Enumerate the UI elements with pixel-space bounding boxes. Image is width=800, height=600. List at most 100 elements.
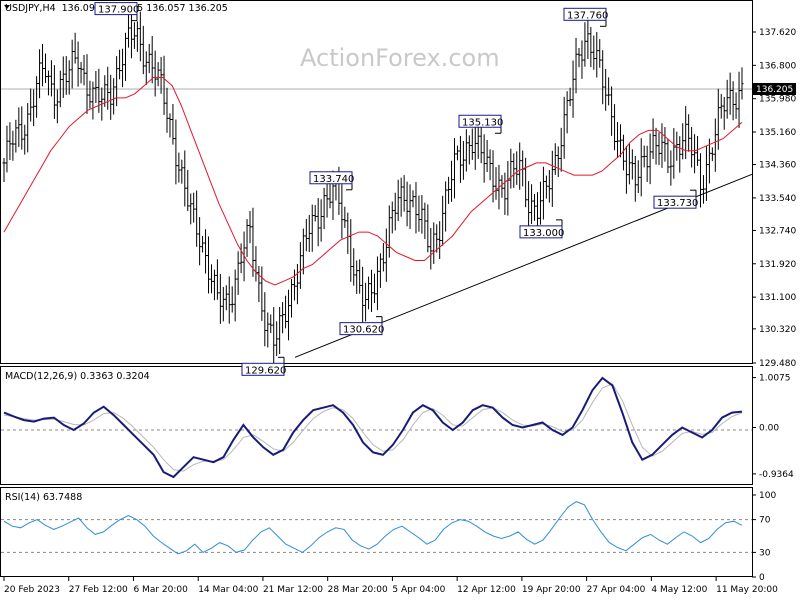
ohlc-bar <box>239 243 243 274</box>
ohlc-bar <box>681 123 685 160</box>
ohlc-bar <box>444 181 448 232</box>
ohlc-bar <box>429 228 433 270</box>
ohlc-bar <box>453 138 457 199</box>
ohlc-bar <box>562 96 566 159</box>
ohlc-bar <box>518 142 522 190</box>
ohlc-bar <box>527 181 531 232</box>
ohlc-bar <box>138 11 142 62</box>
ohlc-bar <box>174 119 178 185</box>
ohlc-bar <box>183 150 187 207</box>
callout-box <box>241 362 285 376</box>
price-y-tick-label: 131.920 <box>759 260 796 270</box>
ohlc-bar <box>411 190 415 208</box>
ohlc-bar <box>417 195 421 232</box>
ohlc-bar <box>669 150 673 186</box>
ohlc-bar <box>109 74 113 120</box>
ohlc-bar <box>479 125 483 164</box>
time-tick-label: 27 Feb 12:00 <box>69 585 128 595</box>
ohlc-bar <box>58 70 62 108</box>
price-y-tick-label: 131.100 <box>759 293 796 303</box>
ohlc-bar <box>538 181 542 225</box>
ohlc-bar <box>598 39 602 68</box>
price-y-tick-label: 135.980 <box>759 95 796 105</box>
ohlc-bar <box>414 182 418 234</box>
ohlc-bar <box>370 269 374 312</box>
ohlc-bar <box>396 179 400 221</box>
ohlc-bar <box>633 155 637 202</box>
ohlc-bar <box>35 76 39 118</box>
callout-label: 133.740 <box>313 174 354 185</box>
rsi-title: RSI(14) 63.7488 <box>5 492 82 503</box>
ohlc-bar <box>491 150 495 203</box>
callout-label: 135.130 <box>462 117 503 128</box>
ohlc-bar <box>461 141 465 180</box>
ohlc-bar <box>287 289 291 341</box>
ohlc-bar <box>473 124 477 170</box>
ohlc-bar <box>621 134 625 171</box>
ohlc-bar <box>46 70 50 96</box>
time-tick-label: 19 Apr 20:00 <box>522 585 581 595</box>
ohlc-bar <box>574 37 578 94</box>
ohlc-bar <box>121 48 125 88</box>
moving-average-line <box>3 77 743 286</box>
ohlc-bar <box>627 143 631 185</box>
ohlc-bar <box>141 25 145 75</box>
ohlc-bar <box>316 198 320 247</box>
ohlc-bar <box>654 127 658 165</box>
ohlc-bar <box>215 259 219 300</box>
ohlc-bar <box>218 273 222 324</box>
ohlc-bar <box>204 229 208 274</box>
ohlc-bar <box>212 269 216 301</box>
ohlc-bar <box>693 134 697 174</box>
ohlc-bar <box>710 147 714 162</box>
ohlc-bar <box>132 22 136 49</box>
price-y-tick-label: 129.480 <box>759 359 796 369</box>
ohlc-bar <box>358 259 362 294</box>
ohlc-bar <box>11 130 15 161</box>
ohlc-bar <box>381 242 385 272</box>
ohlc-bar <box>642 145 646 168</box>
ohlc-bar <box>224 285 228 311</box>
ohlc-bar <box>613 104 617 151</box>
ohlc-bar <box>405 181 409 227</box>
ohlc-bar <box>227 276 231 324</box>
ohlc-bar <box>645 145 649 182</box>
ohlc-bar <box>361 266 365 323</box>
rsi-line <box>3 501 743 555</box>
time-tick-label: 6 Mar 20:00 <box>133 585 188 595</box>
price-y-tick-label: 137.620 <box>759 28 796 38</box>
header-dropdown-icon[interactable] <box>4 5 10 9</box>
ohlc-bar <box>269 314 273 334</box>
ohlc-bar <box>592 35 596 70</box>
ohlc-bar <box>263 292 267 347</box>
ohlc-bar <box>533 194 537 221</box>
ohlc-bar <box>636 160 640 194</box>
time-tick-label: 21 Mar 12:00 <box>263 585 323 595</box>
callout-label: 129.620 <box>245 365 286 376</box>
symbol-header: USDJPY,H4 136.094 136.225 136.057 136.205 <box>5 3 228 14</box>
ohlc-bar <box>313 205 317 222</box>
ohlc-bar <box>722 96 726 130</box>
ohlc-bar <box>177 152 181 183</box>
ohlc-bar <box>464 129 468 172</box>
ohlc-bar <box>624 146 628 194</box>
ohlc-bar <box>2 158 6 183</box>
callout-box <box>653 195 697 209</box>
ohlc-bar <box>595 31 599 78</box>
ohlc-bar <box>559 127 563 172</box>
current-price-box <box>752 83 796 95</box>
ohlc-bar <box>41 43 45 87</box>
ohlc-bar <box>470 128 474 160</box>
ohlc-bar <box>740 67 744 100</box>
ohlc-bar <box>701 175 705 204</box>
ohlc-bar <box>275 321 279 357</box>
ohlc-bar <box>696 136 700 166</box>
ohlc-bar <box>91 81 95 120</box>
macd-y-tick-label: 0.00 <box>759 424 779 434</box>
rsi-y-axis: 100 70 30 0 <box>752 491 776 583</box>
ohlc-bar <box>500 175 504 198</box>
ohlc-bar <box>73 32 77 64</box>
ohlc-bar <box>67 60 71 95</box>
ohlc-bar <box>399 177 403 217</box>
